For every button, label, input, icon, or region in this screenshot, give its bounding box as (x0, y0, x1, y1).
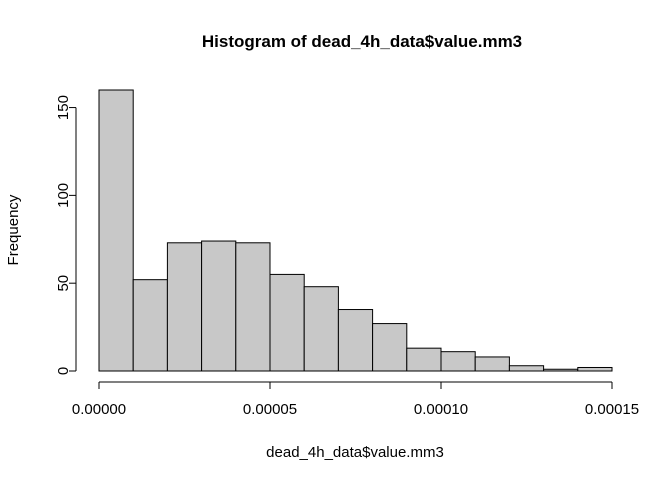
y-tick-label: 0 (55, 367, 72, 375)
histogram-bar (440, 351, 476, 372)
y-tick-label: 150 (55, 95, 72, 120)
histogram-bar (406, 347, 442, 372)
histogram-bar (303, 286, 339, 372)
y-axis: 0 50 100 150 (55, 95, 77, 375)
histogram-bar (577, 366, 613, 372)
x-axis-label: dead_4h_data$value.mm3 (266, 444, 444, 461)
histogram-bar (269, 273, 305, 372)
histogram-bar (543, 368, 579, 372)
histogram-bar (201, 240, 237, 372)
chart-title: Histogram of dead_4h_data$value.mm3 (202, 32, 522, 51)
x-axis: 0.00000 0.00005 0.00010 0.00015 (72, 381, 639, 418)
histogram-bar (235, 242, 271, 372)
histogram-bar (337, 309, 374, 372)
histogram-bar (166, 242, 203, 372)
y-tick-label: 100 (55, 183, 72, 208)
y-tick-label: 50 (55, 275, 72, 292)
histogram-bar (132, 279, 168, 372)
histogram-bar (98, 89, 134, 372)
histogram-bar (474, 356, 510, 372)
y-axis-label: Frequency (5, 194, 22, 265)
x-tick-label: 0.00000 (72, 401, 126, 418)
bars-group (98, 89, 613, 372)
x-tick-label: 0.00015 (585, 401, 639, 418)
histogram-bar (508, 365, 545, 372)
x-tick-label: 0.00005 (243, 401, 297, 418)
x-tick-label: 0.00010 (414, 401, 468, 418)
histogram-bar (372, 323, 408, 372)
